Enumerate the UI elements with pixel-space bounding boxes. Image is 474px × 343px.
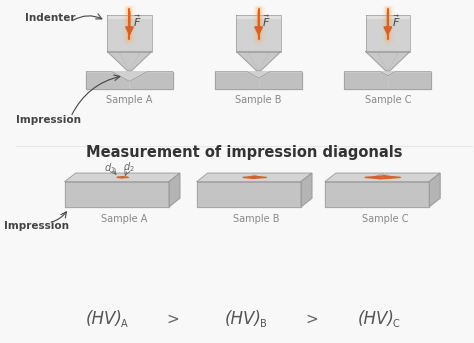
Text: Impression: Impression — [16, 115, 81, 125]
Text: (HV): (HV) — [86, 310, 123, 329]
Polygon shape — [197, 182, 301, 207]
Polygon shape — [237, 15, 281, 51]
Text: (HV): (HV) — [358, 310, 395, 329]
Polygon shape — [383, 174, 392, 177]
Polygon shape — [248, 175, 255, 177]
Polygon shape — [255, 175, 261, 177]
Polygon shape — [382, 174, 392, 178]
Polygon shape — [122, 176, 125, 178]
Polygon shape — [237, 51, 281, 71]
Polygon shape — [119, 176, 122, 178]
Polygon shape — [65, 182, 169, 207]
Polygon shape — [107, 51, 152, 71]
Text: Sample B: Sample B — [236, 95, 282, 105]
Polygon shape — [86, 72, 173, 89]
Text: Sample C: Sample C — [365, 95, 411, 105]
Polygon shape — [373, 174, 383, 177]
Polygon shape — [119, 176, 123, 177]
Polygon shape — [429, 173, 440, 207]
Polygon shape — [86, 72, 173, 81]
Text: $d_1$: $d_1$ — [103, 161, 115, 175]
Text: $\vec{F}$: $\vec{F}$ — [133, 13, 142, 28]
Polygon shape — [325, 173, 440, 182]
Polygon shape — [365, 15, 410, 19]
Polygon shape — [122, 176, 125, 177]
Text: Indenter: Indenter — [25, 13, 76, 23]
Text: $\vec{F}$: $\vec{F}$ — [263, 13, 271, 28]
Polygon shape — [325, 182, 429, 207]
Polygon shape — [215, 72, 302, 89]
Text: C: C — [392, 319, 400, 329]
Text: Measurement of impression diagonals: Measurement of impression diagonals — [86, 145, 402, 160]
Text: A: A — [121, 319, 128, 329]
Text: B: B — [260, 319, 266, 329]
Text: >: > — [305, 312, 318, 327]
Polygon shape — [345, 72, 431, 76]
Polygon shape — [365, 51, 410, 71]
Polygon shape — [365, 15, 410, 51]
Text: Sample B: Sample B — [234, 214, 280, 224]
Polygon shape — [373, 174, 383, 178]
Polygon shape — [197, 173, 312, 182]
Text: Sample A: Sample A — [106, 95, 153, 105]
Text: Sample C: Sample C — [362, 214, 408, 224]
Polygon shape — [215, 72, 302, 78]
Polygon shape — [107, 15, 152, 51]
Text: Impression: Impression — [4, 221, 70, 231]
Polygon shape — [301, 173, 312, 207]
Text: $\vec{F}$: $\vec{F}$ — [392, 13, 400, 28]
Polygon shape — [254, 175, 261, 178]
Polygon shape — [107, 15, 152, 19]
Polygon shape — [248, 175, 255, 178]
Polygon shape — [345, 72, 431, 89]
Text: Sample A: Sample A — [101, 214, 148, 224]
Text: (HV): (HV) — [225, 310, 262, 329]
Text: $d_2$: $d_2$ — [123, 161, 135, 174]
Text: >: > — [166, 312, 179, 327]
Polygon shape — [169, 173, 180, 207]
Polygon shape — [65, 173, 180, 182]
Polygon shape — [237, 15, 281, 19]
